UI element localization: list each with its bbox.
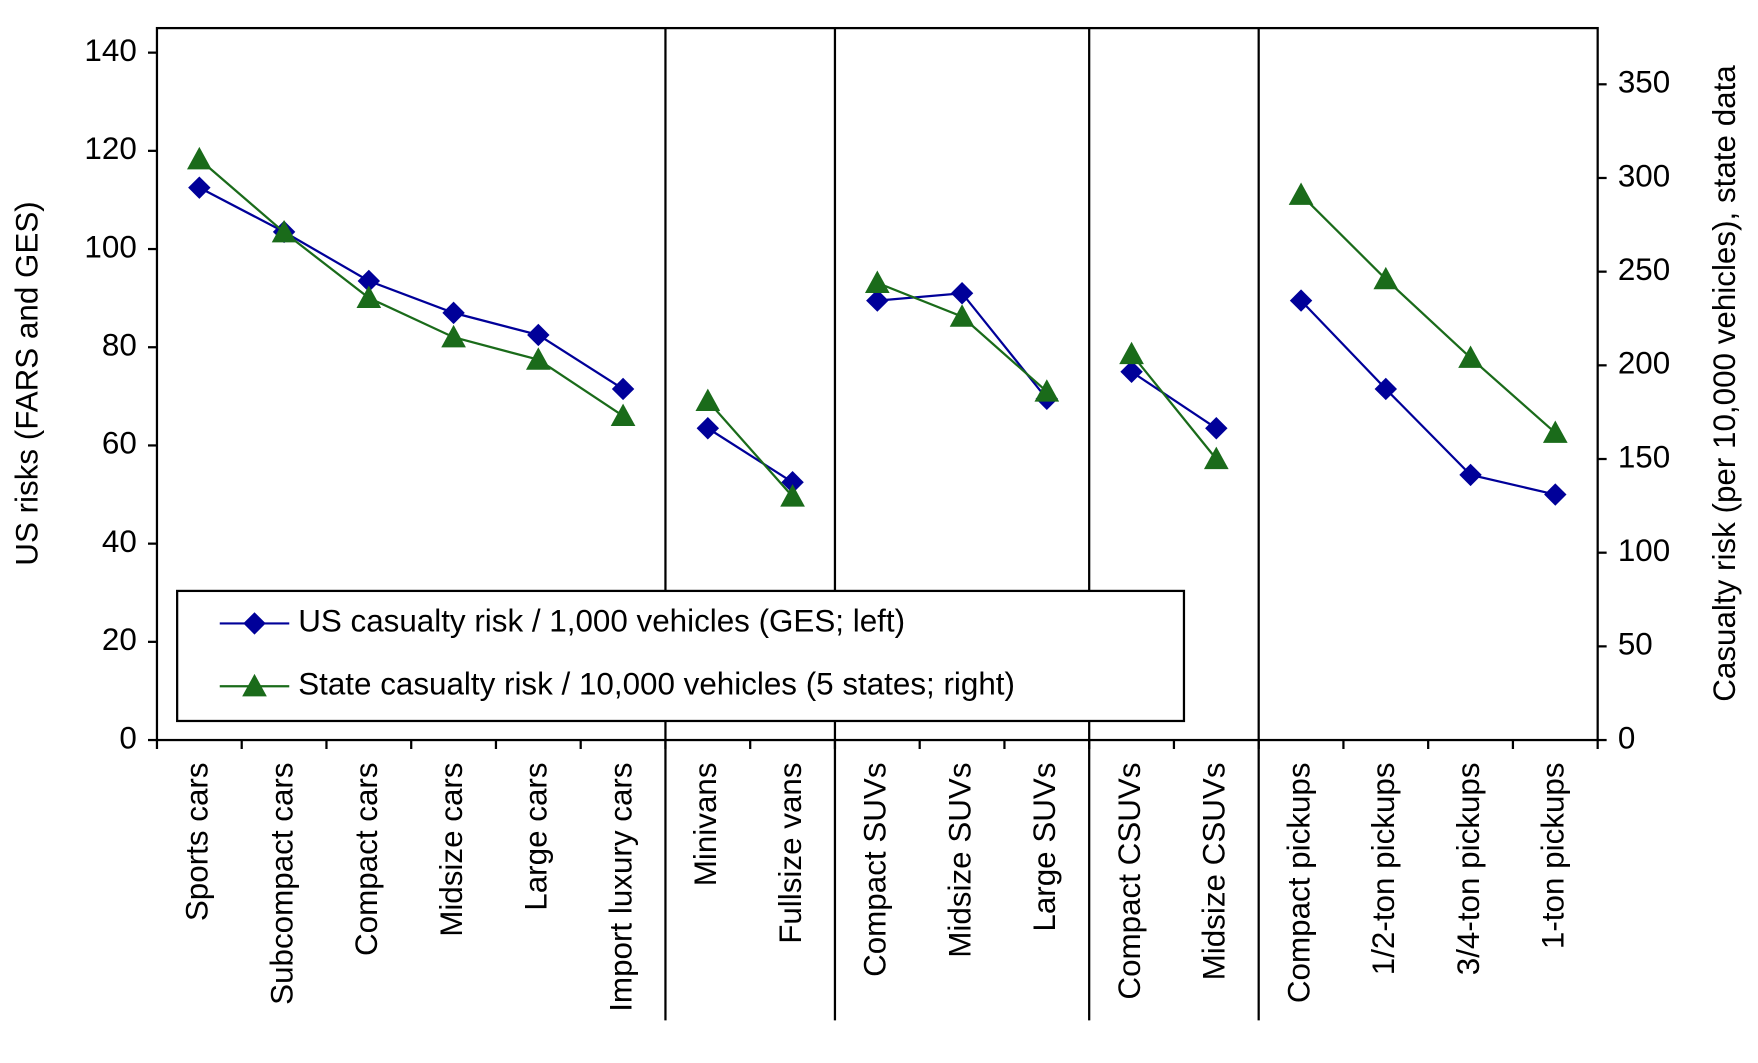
point	[949, 304, 975, 327]
legend-box	[176, 589, 1186, 723]
point	[527, 323, 550, 347]
y2-axis-title: Casualty risk (per 10,000 vehicles), sta…	[1707, 65, 1742, 702]
y-tick-label: 60	[102, 426, 137, 461]
x-tick-label: Sports cars	[180, 762, 215, 921]
point	[1542, 420, 1568, 443]
x-tick-label: Midsize CSUVs	[1197, 762, 1232, 980]
legend-marker	[242, 673, 267, 697]
point	[1458, 345, 1483, 368]
y2-tick-label: 0	[1618, 720, 1635, 755]
x-tick-label: Subcompact cars	[264, 762, 299, 1004]
x-tick-label: 1-ton pickups	[1536, 762, 1571, 949]
point	[781, 471, 804, 494]
plot-frame	[155, 26, 1599, 742]
y2-tick-label: 100	[1618, 533, 1670, 568]
point	[1119, 341, 1144, 365]
y2-tick-label: 150	[1618, 439, 1670, 474]
y2-tick-label: 350	[1618, 65, 1670, 100]
point	[442, 301, 465, 325]
point	[271, 219, 297, 243]
point	[611, 377, 635, 401]
point	[1205, 417, 1228, 440]
y-tick-label: 140	[84, 33, 136, 68]
y2-tick-label: 200	[1618, 346, 1670, 381]
point	[1120, 360, 1143, 384]
x-tick-label: Midsize cars	[434, 762, 469, 936]
point	[1374, 377, 1398, 401]
point	[866, 289, 889, 312]
x-tick-label: Midsize SUVs	[942, 762, 977, 957]
point	[1373, 266, 1399, 290]
point	[525, 347, 551, 370]
x-tick-label: Compact CSUVs	[1112, 762, 1147, 999]
y-tick-label: 20	[102, 622, 137, 657]
point	[356, 285, 382, 308]
x-tick-label: Compact SUVs	[858, 762, 893, 976]
series-line	[198, 186, 1556, 496]
point	[441, 324, 466, 348]
x-tick-label: Import luxury cars	[603, 762, 638, 1011]
point	[610, 403, 636, 427]
legend-label: State casualty risk / 10,000 vehicles (5…	[298, 667, 1015, 702]
point	[357, 269, 381, 293]
x-tick-label: 3/4-ton pickups	[1451, 762, 1486, 975]
point	[187, 146, 212, 170]
y-tick-label: 0	[119, 720, 136, 755]
point	[864, 270, 890, 293]
y-tick-label: 120	[84, 131, 136, 166]
x-tick-label: Large cars	[519, 762, 554, 910]
y-tick-label: 100	[84, 229, 136, 264]
series	[187, 146, 1568, 507]
y-tick-label: 40	[102, 524, 137, 559]
y-tick-label: 80	[102, 328, 137, 363]
point	[695, 388, 721, 412]
x-tick-label: Compact pickups	[1281, 762, 1316, 1003]
point	[1034, 379, 1060, 402]
point	[188, 176, 211, 199]
y2-tick-label: 50	[1618, 627, 1653, 662]
point	[1203, 446, 1229, 470]
x-tick-label: Minivans	[688, 762, 723, 886]
point	[1289, 289, 1313, 312]
series-line	[198, 158, 1557, 498]
x-tick-label: Compact cars	[349, 762, 384, 956]
series	[188, 176, 1567, 506]
legend-label: US casualty risk / 1,000 vehicles (GES; …	[298, 604, 905, 639]
point	[696, 417, 720, 440]
point	[1544, 483, 1567, 506]
x-tick-label: Large SUVs	[1027, 762, 1062, 931]
y2-tick-label: 300	[1618, 158, 1670, 193]
point	[950, 282, 974, 305]
x-tick-label: Fullsize vans	[773, 762, 808, 943]
point	[780, 484, 805, 507]
point	[1288, 182, 1314, 205]
y2-tick-label: 250	[1618, 252, 1670, 287]
y-axis-title: US risks (FARS and GES)	[9, 201, 44, 565]
legend: US casualty risk / 1,000 vehicles (GES; …	[176, 589, 1186, 723]
point	[1459, 463, 1482, 487]
x-tick-label: 1/2-ton pickups	[1366, 762, 1401, 975]
